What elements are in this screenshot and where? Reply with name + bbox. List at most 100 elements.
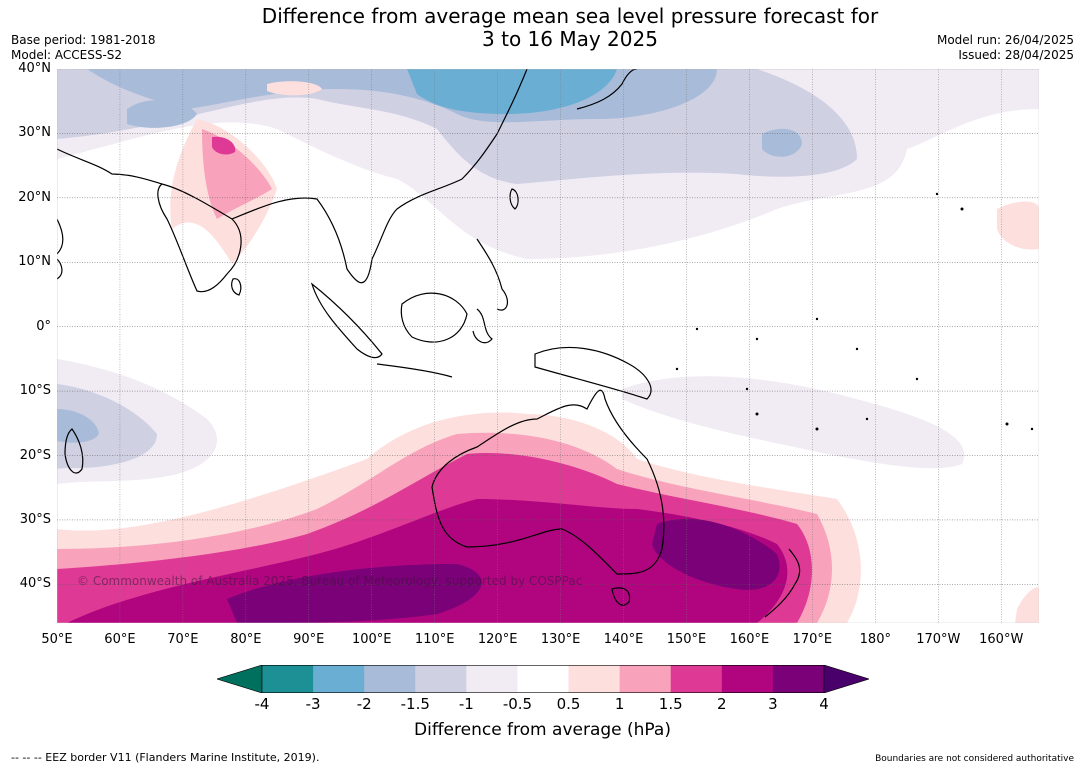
coastline-australia: [431, 389, 665, 575]
chart-title: Difference from average mean sea level p…: [150, 5, 990, 51]
anomaly-band-minus-1-indian: [57, 384, 157, 469]
island-marker: [1005, 422, 1009, 426]
longitude-label: 110°E: [414, 632, 455, 647]
anomaly-blob-plus-1.5-india: [212, 136, 236, 155]
latitude-label: 0°: [36, 318, 51, 334]
boundaries-disclaimer: Boundaries are not considered authoritat…: [875, 754, 1074, 764]
anomaly-blob-plus-3-tasman: [652, 518, 780, 590]
coastline-borneo: [400, 292, 468, 343]
copyright-text: © Commonwealth of Australia 2025, Bureau…: [77, 574, 583, 588]
island-marker: [935, 192, 939, 196]
coastline-sumatra: [310, 282, 383, 359]
colorbar-extend-high: [823, 665, 869, 693]
island-marker: [915, 377, 919, 381]
longitude-label: 170°W: [916, 632, 961, 647]
coastline-java: [376, 363, 453, 378]
anomaly-blob-minus-1-tibet: [127, 99, 197, 128]
island-marker: [855, 347, 859, 351]
colorbar-segment: [619, 665, 672, 693]
coastline-new-zealand: [764, 548, 801, 618]
longitude-label: 160°E: [729, 632, 770, 647]
colorbar-extend-low: [217, 665, 263, 693]
coastline-new-guinea: [534, 346, 652, 400]
coastline-tasmania: [611, 587, 631, 606]
longitude-label: 170°E: [792, 632, 833, 647]
colorbar-segment: [721, 665, 774, 693]
anomaly-blob-plus-0.5-north-pacific: [267, 81, 322, 96]
meta-right: Model run: 26/04/2025 Issued: 28/04/2025: [937, 33, 1074, 63]
longitude-label: 70°E: [167, 632, 199, 647]
colorbar-tick-label: -4: [254, 695, 270, 713]
island-marker: [755, 337, 759, 341]
pressure-anomaly-map: [57, 69, 1039, 623]
eez-border-note: -- -- -- EEZ border V11 (Flanders Marine…: [11, 751, 320, 764]
colorbar-tick-label: 2: [717, 695, 727, 713]
colorbar-segment: [670, 665, 723, 693]
colorbar-segment: [313, 665, 365, 693]
island-marker: [815, 317, 819, 321]
coastline-taiwan: [509, 188, 519, 210]
colorbar-tick-label: 1.5: [658, 695, 683, 713]
anomaly-band-minus-3-north: [407, 69, 617, 114]
longitude-label: 160°W: [979, 632, 1024, 647]
island-marker: [695, 327, 699, 331]
colorbar-segment: [364, 665, 416, 693]
island-marker: [815, 427, 819, 431]
anomaly-blob-minus-1-pacific: [762, 128, 802, 157]
colorbar-tick-label: 4: [819, 695, 829, 713]
longitude-label: 80°E: [230, 632, 262, 647]
longitude-label: 130°E: [540, 632, 581, 647]
coastline-arabia-africa: [57, 218, 64, 280]
colorbar-tick-label: -1.5: [400, 695, 430, 713]
latitude-label: 20°N: [18, 189, 51, 205]
colorbar-tick-label: 0.5: [556, 695, 581, 713]
colorbar-tick-label: -3: [305, 695, 321, 713]
anomaly-blob-plus-0.5-southeast: [1015, 587, 1039, 623]
latitude-label: 10°N: [18, 254, 51, 270]
colorbar-segment: [517, 665, 570, 693]
colorbar-segment: [415, 665, 467, 693]
longitude-label: 140°E: [603, 632, 644, 647]
island-marker: [755, 412, 759, 416]
island-marker: [1030, 427, 1034, 431]
colorbar-tick-label: -0.5: [502, 695, 533, 713]
coastline-mainland-asia: [57, 69, 528, 284]
map-gridlines: [57, 69, 1039, 623]
meta-left: Base period: 1981-2018 Model: ACCESS-S2: [11, 33, 156, 63]
coastline-sulawesi: [472, 308, 493, 344]
anomaly-blob-plus-4-south-indian: [227, 564, 482, 623]
title-line-2: 3 to 16 May 2025: [482, 27, 658, 51]
island-marker: [960, 207, 964, 211]
anomaly-band-minus-0.5-pacific: [622, 376, 965, 469]
longitude-label: 60°E: [104, 632, 136, 647]
colorbar-tick-label: 3: [768, 695, 778, 713]
coastlines: [57, 69, 801, 618]
island-marker: [745, 387, 749, 391]
colorbar: [217, 665, 869, 693]
pacific-islands: [675, 192, 1034, 431]
coastline-sri-lanka: [231, 278, 242, 296]
latitude-label: 30°S: [19, 511, 51, 527]
latitude-label: 10°S: [19, 383, 51, 399]
model-run-text: Model run: 26/04/2025: [936, 33, 1074, 47]
title-line-1: Difference from average mean sea level p…: [261, 4, 879, 28]
colorbar-tick-label: 1: [614, 695, 625, 713]
colorbar-segment: [466, 665, 518, 693]
base-period-text: Base period: 1981-2018: [11, 33, 156, 47]
island-marker: [865, 417, 869, 421]
latitude-label: 20°S: [19, 447, 51, 463]
longitude-label: 90°E: [293, 632, 325, 647]
colorbar-title: Difference from average (hPa): [414, 720, 671, 740]
longitude-label: 180°: [859, 632, 891, 647]
coastline-india: [157, 183, 242, 293]
longitude-label: 150°E: [666, 632, 707, 647]
longitude-label: 100°E: [351, 632, 392, 647]
positive-anomaly-fields: [57, 81, 1039, 623]
colorbar-tick-label: -1: [458, 695, 474, 713]
longitude-label: 50°E: [41, 632, 73, 647]
latitude-label: 30°N: [18, 125, 51, 141]
model-text: Model: ACCESS-S2: [11, 48, 123, 62]
colorbar-segment: [772, 665, 825, 693]
issued-text: Issued: 28/04/2025: [958, 48, 1074, 62]
negative-anomaly-fields: [57, 69, 1039, 484]
